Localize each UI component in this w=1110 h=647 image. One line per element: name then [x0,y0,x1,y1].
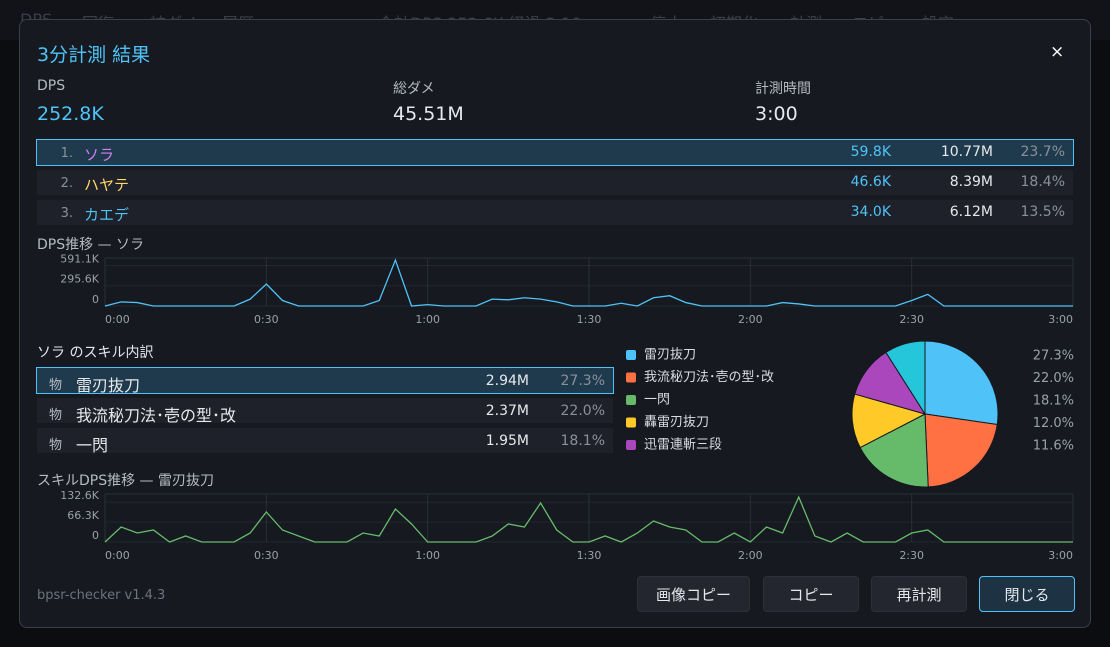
ranking-row: 2. ハヤテ 46.6K 8.39M 18.4% [37,170,1073,195]
x-tick-label: 2:00 [738,549,763,562]
player-name: カエデ [84,206,130,224]
rank: 2. [60,176,73,191]
player-damage: 8.39M [949,174,993,190]
rank: 1. [60,146,73,161]
pie-slice [859,413,929,488]
dialog-title: 3分計測 結果 [37,44,151,66]
rank: 3. [60,206,73,221]
x-tick-label: 2:00 [738,313,763,326]
skill-share: 27.3% [560,373,605,389]
player-dps: 34.0K [850,204,891,220]
legend-label: 轟雷刃抜刀 [644,414,709,430]
skill-kind: 物 [49,408,63,423]
pie-value-label: 18.1% [1033,394,1074,409]
pie-slice [924,413,998,488]
legend-label: 一閃 [644,393,670,408]
section-title: ソラ のスキル内訳 [37,345,154,361]
x-tick-label: 0:00 [105,549,130,562]
version: bpsr-checker v1.4.3 [37,588,166,603]
player-share: 23.7% [1020,144,1065,160]
pie-value-label: 12.0% [1033,416,1074,431]
skill-kind: 物 [49,378,63,393]
button[interactable]: 画像コピー [637,576,750,612]
button[interactable]: 再計測 [871,576,967,612]
x-tick-label: 0:00 [105,313,130,326]
legend-label: 迅雷連斬三段 [644,438,722,453]
legend-label: 我流秘刀法･壱の型･改 [644,370,774,385]
player-name: ソラ [84,146,115,164]
skill-kind: 物 [49,438,63,453]
y-tick-label: 66.3K [67,509,99,522]
stat-value: 45.51M [393,103,464,125]
skill-row: 物雷刃抜刀 2.94M 27.3% [36,367,614,395]
x-tick-label: 1:00 [415,549,440,562]
skill-name: 雷刃抜刀 [76,376,141,395]
x-tick-label: 3:00 [1048,313,1073,326]
stat-value: 3:00 [755,103,798,125]
skill-damage: 2.37M [485,403,529,419]
chart-title: スキルDPS推移 — 雷刃抜刀 [37,473,215,489]
y-tick-label: 295.6K [60,273,99,286]
chart-title: DPS推移 — ソラ [37,237,145,253]
y-tick-label: 132.6K [60,489,99,502]
player-share: 13.5% [1020,204,1065,220]
y-tick-label: 0 [92,293,99,306]
legend-swatch [626,440,636,450]
player-dps: 59.8K [850,144,891,160]
skill-row: 物一閃 1.95M 18.1% [37,428,613,455]
pie-slice [924,340,999,426]
skill-share: 18.1% [560,433,605,449]
stat-label: 総ダメ [393,81,435,97]
player-name: ハヤテ [84,176,130,194]
x-tick-label: 1:30 [577,313,602,326]
legend-swatch [626,395,636,405]
stat-value: 252.8K [37,103,104,125]
button[interactable]: 閉じる [979,576,1075,612]
ranking-row: 1. ソラ 59.8K 10.77M 23.7% [36,139,1074,166]
legend-swatch [626,417,636,428]
pie-value-label: 11.6% [1033,439,1074,454]
stat-label: DPS [37,78,66,94]
data-line [104,258,1073,307]
skill-damage: 2.94M [485,373,529,389]
data-line [104,495,1073,543]
pie-value-label: 27.3% [1033,349,1074,364]
x-tick-label: 1:30 [577,549,602,562]
x-tick-label: 2:30 [899,313,924,326]
y-tick-label: 591.1K [60,252,99,265]
legend-swatch [626,372,636,383]
y-tick-label: 0 [92,529,99,542]
close-button[interactable]: × [1050,42,1065,62]
player-dps: 46.6K [850,174,891,190]
pie-slice [885,340,926,416]
x-tick-label: 1:00 [415,313,440,326]
skill-name: 我流秘刀法･壱の型･改 [76,406,237,425]
skill-share: 22.0% [560,403,605,419]
x-tick-label: 2:30 [899,549,924,562]
x-tick-label: 0:30 [254,549,279,562]
legend-label: 雷刃抜刀 [644,347,696,363]
player-damage: 6.12M [949,204,993,220]
x-tick-label: 3:00 [1048,549,1073,562]
skill-name: 一閃 [76,436,109,455]
pie-value-label: 22.0% [1033,371,1074,386]
skill-row: 物我流秘刀法･壱の型･改 2.37M 22.0% [37,398,613,425]
player-share: 18.4% [1020,174,1065,190]
x-tick-label: 0:30 [254,313,279,326]
skill-damage: 1.95M [485,433,529,449]
player-damage: 10.77M [940,144,993,160]
stat-label: 計測時間 [755,81,811,97]
legend-swatch [626,350,636,360]
ranking-row: 3. カエデ 34.0K 6.12M 13.5% [37,200,1073,225]
button[interactable]: コピー [763,576,859,612]
